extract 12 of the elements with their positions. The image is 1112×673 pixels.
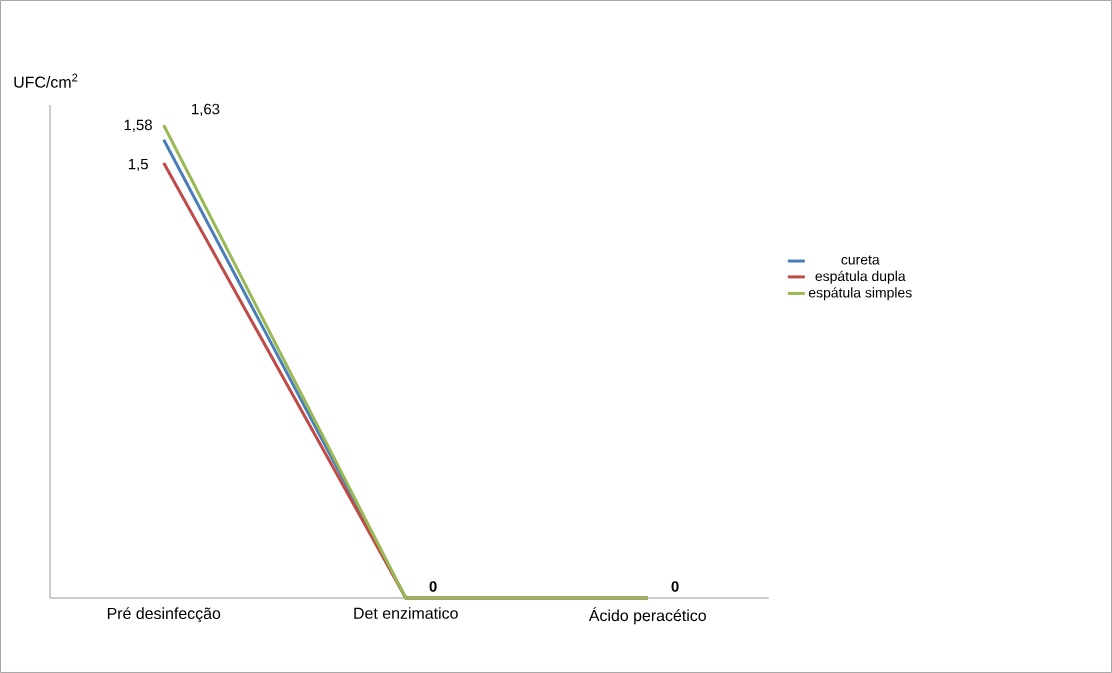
text: cureta xyxy=(841,255,880,265)
y-axis-title: UFC/cm$^{2}$ xyxy=(14,73,78,88)
data-label: 1,5 xyxy=(128,158,148,172)
x-tick-label: Det enzimatico xyxy=(354,607,458,619)
x-tick-label: Pré desinfecção xyxy=(107,607,221,623)
data-label: 0 xyxy=(671,581,679,592)
x-tick-label: Ácido peracético xyxy=(588,607,706,625)
data-label: 0 xyxy=(429,581,437,592)
data-label: 1,58 xyxy=(124,119,152,132)
legend-label: espátula simples xyxy=(808,287,912,301)
legend-label: espátula dupla xyxy=(815,270,906,284)
data-label: 1,63 xyxy=(192,103,220,117)
